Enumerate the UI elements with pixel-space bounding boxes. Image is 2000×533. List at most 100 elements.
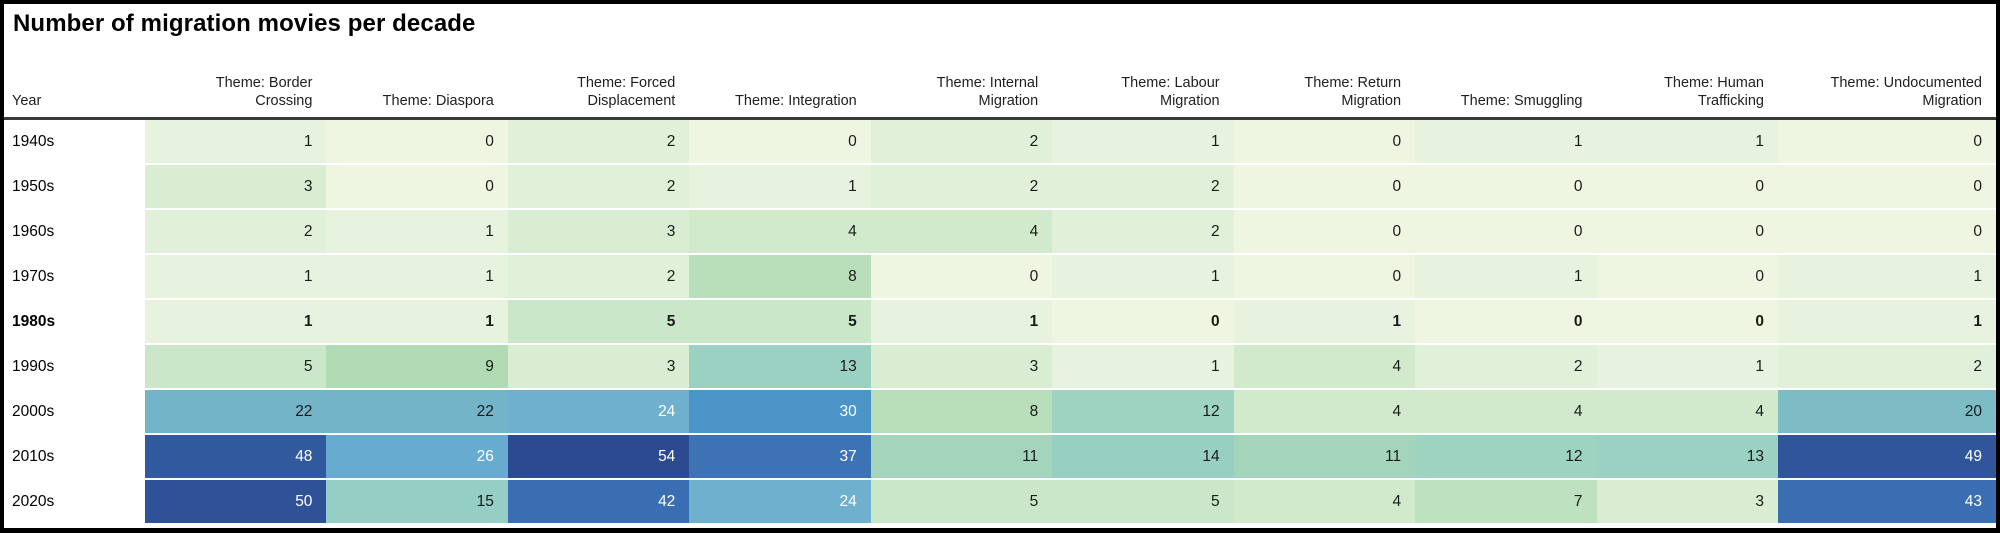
heatmap-cell: 4 — [1596, 388, 1778, 434]
heatmap-cell: 26 — [326, 433, 508, 479]
heatmap-cell: 4 — [1233, 478, 1416, 523]
heatmap-cell: 0 — [1778, 208, 1996, 254]
header-row: Year Theme: Border Crossing Theme: Diaspor… — [4, 38, 1996, 120]
heatmap-cell: 2 — [870, 163, 1053, 209]
column-header-text: Theme: Labour Migration — [1121, 75, 1220, 109]
heatmap-cell: 0 — [1778, 163, 1996, 209]
heatmap-cell: 5 — [507, 298, 690, 344]
heatmap-cell: 2 — [507, 253, 690, 299]
heatmap-cell: 1 — [1778, 253, 1996, 299]
heatmap-cell: 0 — [1415, 208, 1597, 254]
heatmap-cell: 2 — [870, 117, 1053, 164]
heatmap-cell: 0 — [326, 117, 508, 164]
heatmap-cell: 3 — [507, 208, 690, 254]
heatmap-cell: 0 — [870, 253, 1053, 299]
row-label: 1940s — [4, 117, 145, 164]
heatmap-cell: 2 — [507, 117, 690, 164]
heatmap-cell: 0 — [1233, 117, 1416, 164]
heatmap-cell: 5 — [1052, 478, 1234, 523]
heatmap-cell: 1 — [145, 253, 327, 299]
heatmap-cell: 1 — [1415, 253, 1597, 299]
heatmap-cell: 13 — [689, 343, 871, 389]
heatmap-cell: 12 — [1415, 433, 1597, 479]
heatmap-cell: 20 — [1778, 388, 1996, 434]
table-row-2020s: 2020s 50 15 42 24 5 5 4 7 3 43 — [4, 478, 1996, 523]
heatmap-cell: 22 — [145, 388, 327, 434]
heatmap-cell: 0 — [1415, 163, 1597, 209]
heatmap-cell: 8 — [870, 388, 1053, 434]
column-header-4: Theme: Integration — [689, 38, 871, 120]
row-label: 2020s — [4, 478, 145, 523]
heatmap-cell: 24 — [507, 388, 690, 434]
heatmap-cell: 0 — [1596, 163, 1778, 209]
heatmap-cell: 1 — [326, 253, 508, 299]
heatmap-cell: 0 — [1233, 253, 1416, 299]
column-header-text: Theme: Forced Displacement — [576, 75, 676, 109]
heatmap-cell: 0 — [689, 117, 871, 164]
heatmap-cell: 7 — [1415, 478, 1597, 523]
heatmap-table: Year Theme: Border Crossing Theme: Diaspor… — [4, 38, 1996, 523]
heatmap-cell: 0 — [1415, 298, 1597, 344]
heatmap-cell: 1 — [1778, 298, 1996, 344]
heatmap-cell: 0 — [1596, 208, 1778, 254]
heatmap-cell: 0 — [1778, 117, 1996, 164]
heatmap-cell: 37 — [689, 433, 871, 479]
heatmap-cell: 9 — [326, 343, 508, 389]
heatmap-cell: 2 — [1052, 208, 1234, 254]
heatmap-cell: 4 — [689, 208, 871, 254]
heatmap-cell: 1 — [689, 163, 871, 209]
heatmap-cell: 5 — [145, 343, 327, 389]
column-header-text: Theme: Integration — [735, 93, 857, 109]
heatmap-cell: 2 — [145, 208, 327, 254]
row-label: 1980s — [4, 298, 145, 344]
heatmap-cell: 24 — [689, 478, 871, 523]
heatmap-cell: 11 — [1233, 433, 1416, 479]
heatmap-cell: 0 — [1233, 208, 1416, 254]
column-header-text: Theme: Return Migration — [1304, 75, 1402, 109]
heatmap-cell: 12 — [1052, 388, 1234, 434]
heatmap-cell: 0 — [1052, 298, 1234, 344]
heatmap-cell: 14 — [1052, 433, 1234, 479]
column-header-5: Theme: Internal Migration — [870, 38, 1053, 120]
heatmap-cell: 15 — [326, 478, 508, 523]
column-header-1: Theme: Border Crossing — [145, 38, 327, 120]
heatmap-cell: 1 — [1596, 343, 1778, 389]
heatmap-cell: 0 — [326, 163, 508, 209]
heatmap-cell: 1 — [870, 298, 1053, 344]
heatmap-cell: 3 — [507, 343, 690, 389]
heatmap-cell: 5 — [870, 478, 1053, 523]
heatmap-cell: 4 — [1233, 388, 1416, 434]
heatmap-cell: 0 — [1233, 163, 1416, 209]
row-header-label: Year — [4, 38, 145, 120]
heatmap-cell: 1 — [1052, 343, 1234, 389]
heatmap-cell: 8 — [689, 253, 871, 299]
heatmap-cell: 1 — [1415, 117, 1597, 164]
heatmap-cell: 4 — [870, 208, 1053, 254]
heatmap-cell: 1 — [1052, 117, 1234, 164]
heatmap-cell: 50 — [145, 478, 327, 523]
heatmap-cell: 30 — [689, 388, 871, 434]
table-row-2000s: 2000s 22 22 24 30 8 12 4 4 4 20 — [4, 388, 1996, 434]
column-header-2: Theme: Diaspora — [326, 38, 508, 120]
table-header: Year Theme: Border Crossing Theme: Diaspor… — [4, 38, 1996, 120]
heatmap-cell: 48 — [145, 433, 327, 479]
heatmap-cell: 2 — [1778, 343, 1996, 389]
table-row-1970s: 1970s 1 1 2 8 0 1 0 1 0 1 — [4, 253, 1996, 299]
table-row-1950s: 1950s 3 0 2 1 2 2 0 0 0 0 — [4, 163, 1996, 209]
heatmap-cell: 4 — [1415, 388, 1597, 434]
heatmap-cell: 3 — [145, 163, 327, 209]
heatmap-cell: 1 — [145, 298, 327, 344]
column-header-6: Theme: Labour Migration — [1052, 38, 1234, 120]
table-row-1980s: 1980s 1 1 5 5 1 0 1 0 0 1 — [4, 298, 1996, 344]
column-header-8: Theme: Smuggling — [1415, 38, 1597, 120]
column-header-text: Theme: Undocumented Migration — [1830, 75, 1982, 109]
heatmap-cell: 5 — [689, 298, 871, 344]
column-header-text: Theme: Diaspora — [382, 93, 494, 109]
row-label: 1950s — [4, 163, 145, 209]
chart-title: Number of migration movies per decade — [13, 10, 476, 37]
heatmap-cell: 49 — [1778, 433, 1996, 479]
column-header-7: Theme: Return Migration — [1233, 38, 1416, 120]
column-header-text: Theme: Smuggling — [1460, 93, 1583, 109]
column-header-10: Theme: Undocumented Migration — [1778, 38, 1996, 120]
